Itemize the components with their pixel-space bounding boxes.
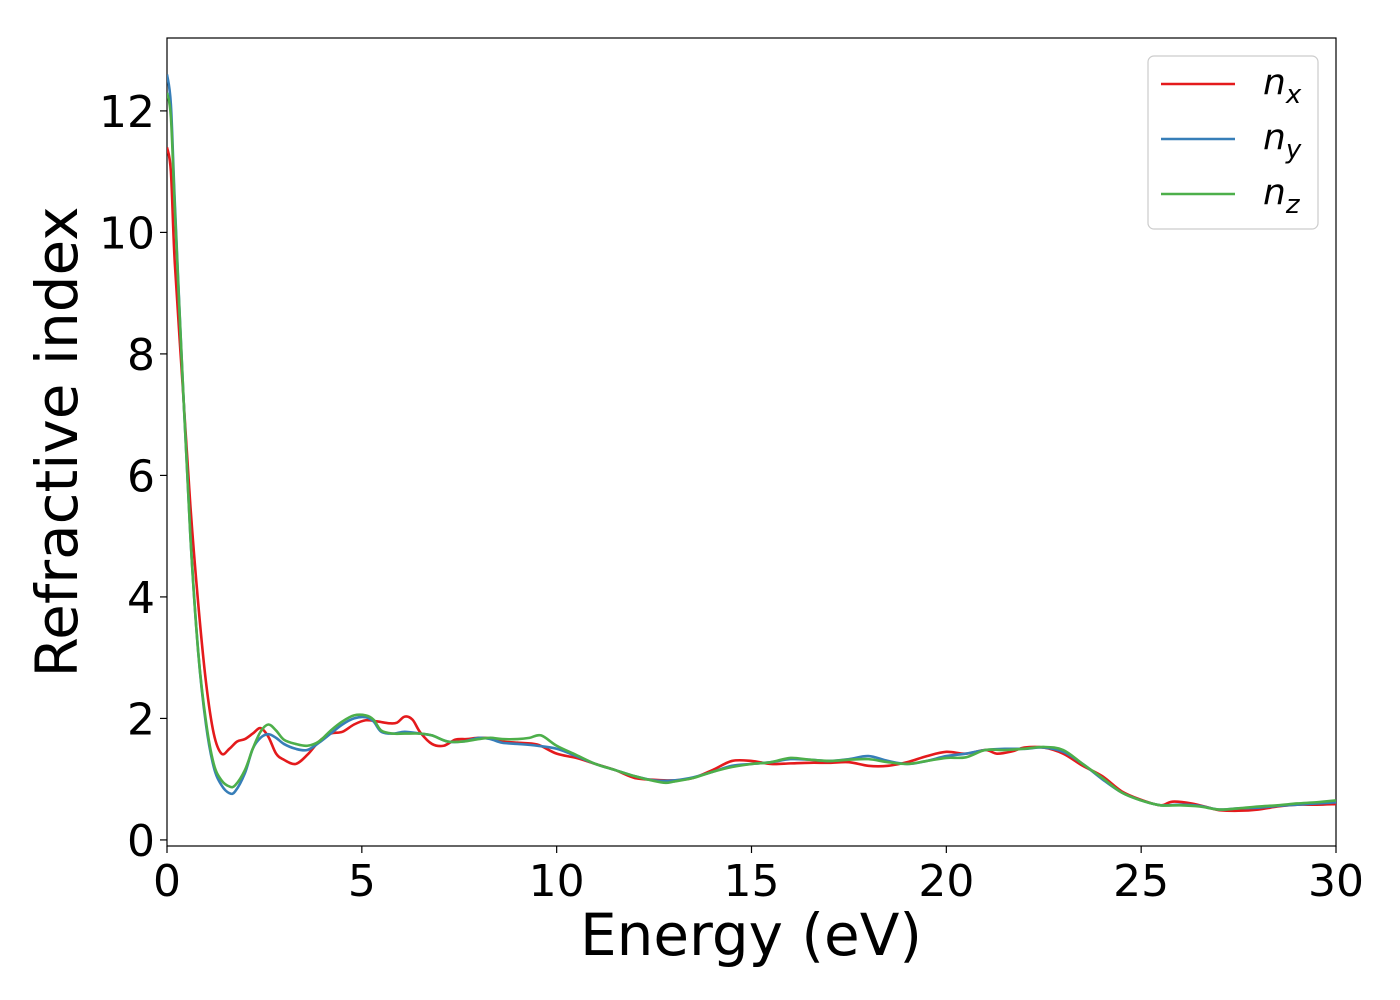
legend-box (1147, 55, 1319, 230)
series-layer (167, 74, 1336, 813)
plot-area (166, 37, 1337, 847)
y-axis: 0 2 4 6 8 10 12 (99, 87, 167, 867)
y-tick-label: 12 (99, 87, 155, 138)
x-axis-label: Energy (eV) (580, 901, 922, 969)
x-tick-label: 15 (724, 856, 780, 907)
x-tick-label: 25 (1113, 856, 1169, 907)
x-tick-label: 0 (153, 856, 181, 907)
y-tick-label: 0 (127, 816, 155, 867)
y-tick-label: 2 (127, 694, 155, 745)
x-tick-label: 5 (348, 856, 376, 907)
x-axis: 0 5 10 15 20 25 30 (153, 846, 1364, 907)
x-tick-label: 20 (918, 856, 974, 907)
y-tick-label: 10 (99, 208, 155, 259)
y-tick-label: 6 (127, 451, 155, 502)
y-axis-label: Refractive index (23, 206, 91, 677)
y-tick-label: 4 (127, 573, 155, 624)
x-tick-label: 10 (529, 856, 585, 907)
x-tick-label: 30 (1308, 856, 1364, 907)
series-line-nz (167, 92, 1336, 811)
y-tick-label: 8 (127, 330, 155, 381)
